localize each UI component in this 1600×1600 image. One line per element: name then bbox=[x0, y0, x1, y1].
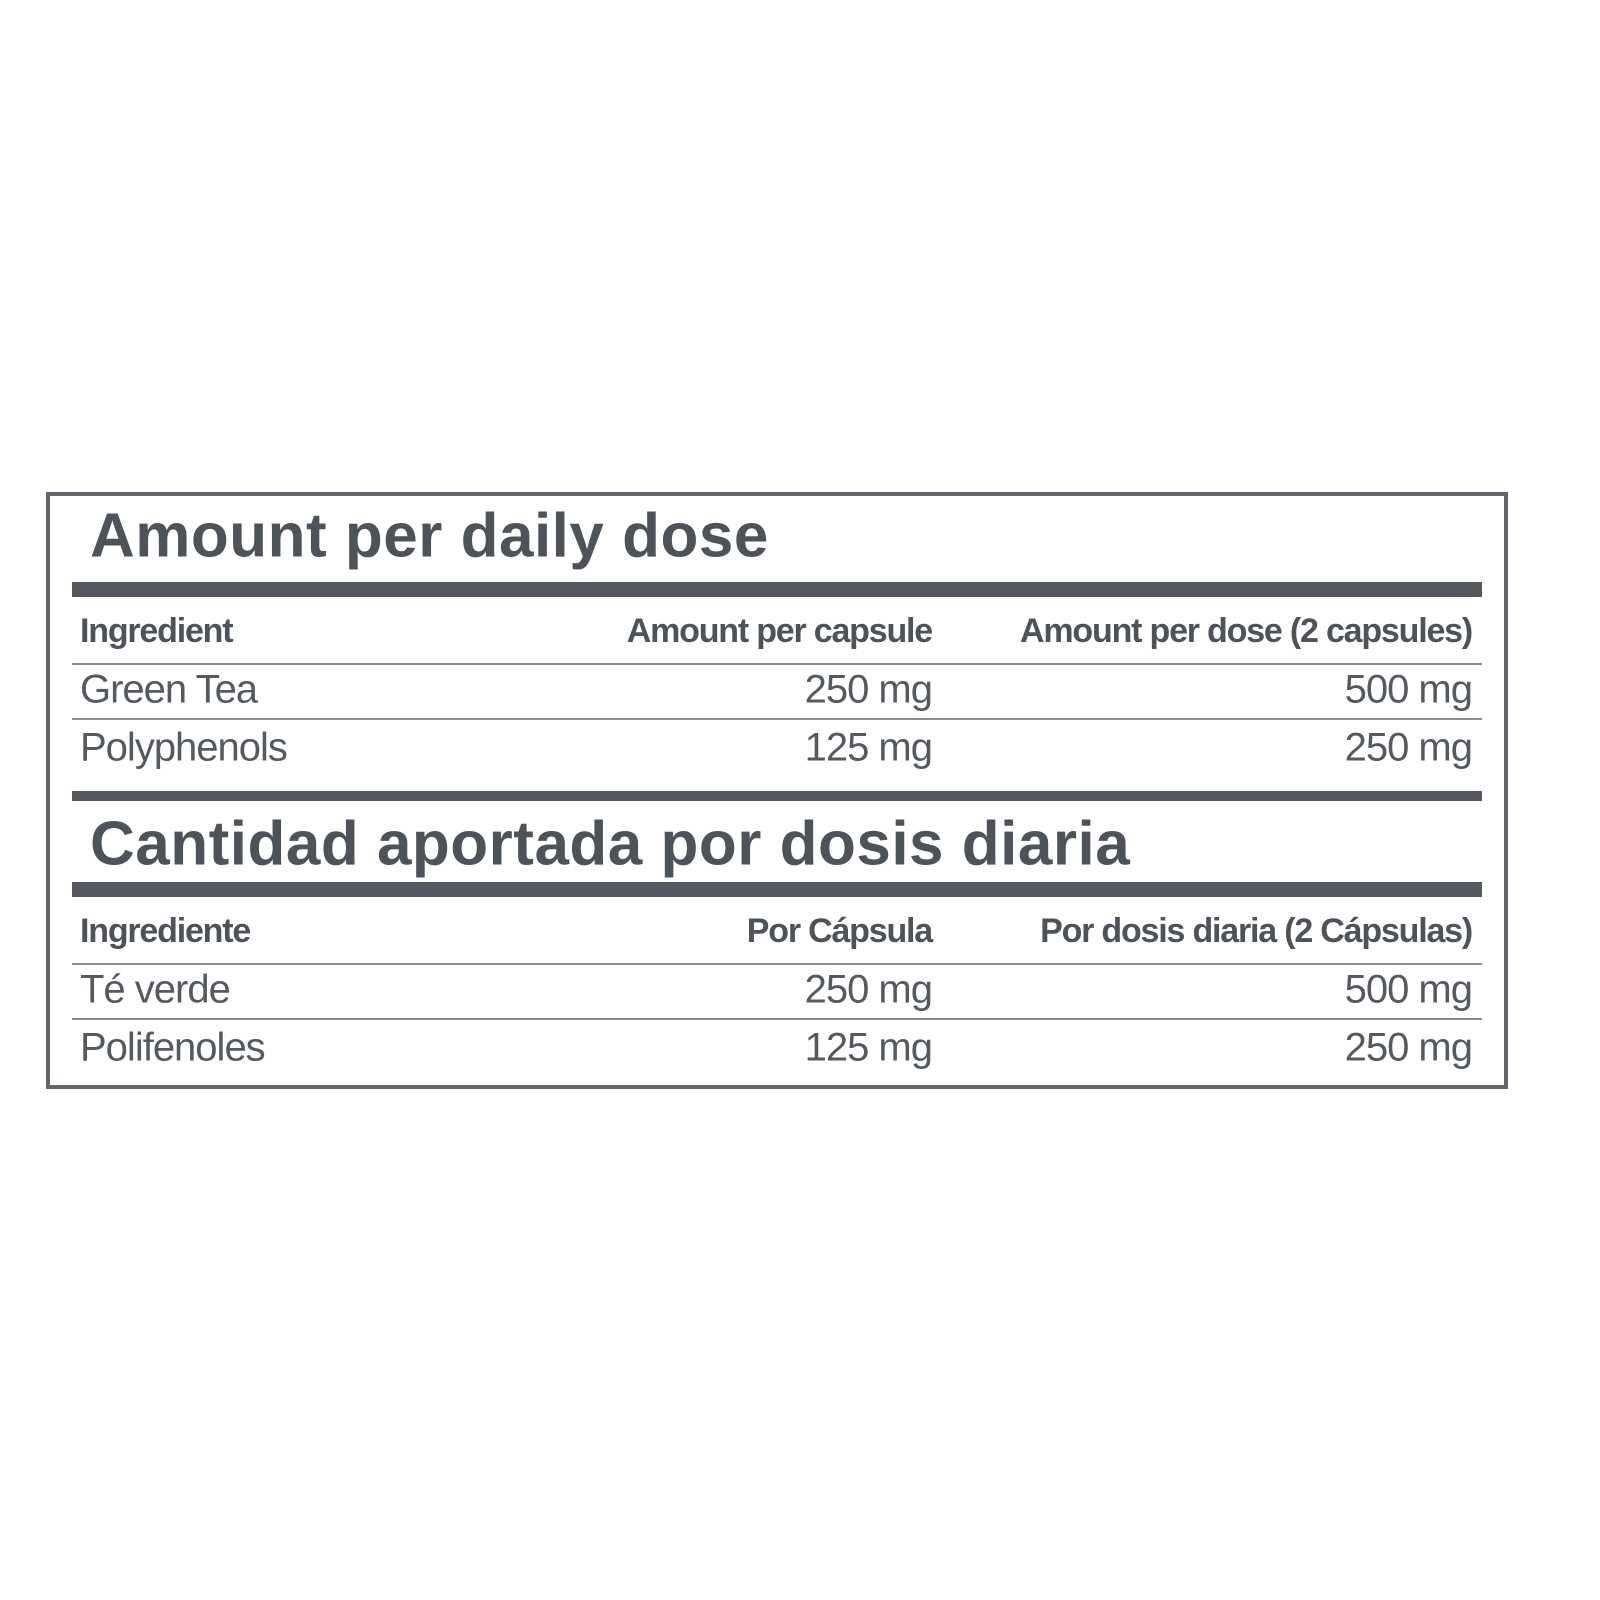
thick-rule bbox=[72, 582, 1482, 597]
table-cell: 250 mg bbox=[805, 968, 932, 1012]
table-cell: 125 mg bbox=[805, 1026, 932, 1070]
column-header: Amount per dose (2 capsules) bbox=[1020, 612, 1472, 650]
table-cell: 500 mg bbox=[1345, 668, 1472, 712]
table-cell: 125 mg bbox=[805, 726, 932, 770]
column-header: Ingredient bbox=[80, 612, 233, 650]
table-cell: 500 mg bbox=[1345, 968, 1472, 1012]
label-border bbox=[46, 492, 1508, 1089]
section-title: Cantidad aportada por dosis diaria bbox=[90, 809, 1130, 878]
table-cell: Polyphenols bbox=[80, 726, 287, 770]
section-title: Amount per daily dose bbox=[90, 501, 769, 570]
table-cell: 250 mg bbox=[805, 668, 932, 712]
thick-rule bbox=[72, 791, 1482, 801]
column-header: Por Cápsula bbox=[747, 912, 934, 950]
column-header: Por dosis diaria (2 Cápsulas) bbox=[1040, 912, 1472, 950]
table-cell: Té verde bbox=[80, 968, 230, 1012]
table-cell: Green Tea bbox=[80, 668, 259, 712]
table-cell: 250 mg bbox=[1345, 1026, 1472, 1070]
column-header: Ingrediente bbox=[80, 912, 250, 950]
table-cell: 250 mg bbox=[1345, 726, 1472, 770]
column-header: Amount per capsule bbox=[627, 612, 933, 650]
table-cell: Polifenoles bbox=[80, 1026, 265, 1070]
thick-rule bbox=[72, 882, 1482, 897]
